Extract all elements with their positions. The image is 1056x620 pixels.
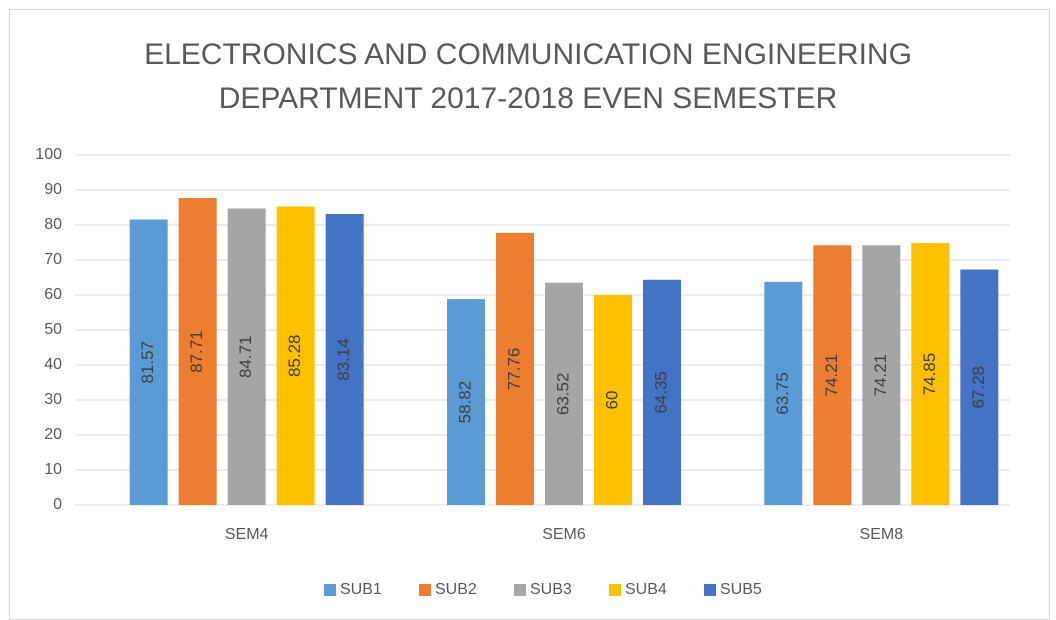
data-label: 58.82: [455, 381, 474, 424]
legend-swatch: [609, 584, 621, 596]
legend-label: SUB4: [625, 581, 667, 598]
legend-swatch: [704, 584, 716, 596]
y-tick-label: 100: [35, 146, 62, 163]
data-label: 87.71: [187, 330, 206, 373]
data-label: 74.21: [822, 354, 841, 397]
y-tick-label: 40: [44, 356, 62, 373]
legend-swatch: [514, 584, 526, 596]
bar: [496, 232, 534, 505]
bar: [960, 269, 999, 505]
y-tick-label: 60: [44, 286, 62, 303]
data-label: 60: [602, 391, 621, 410]
bar: [813, 245, 852, 505]
data-label: 85.28: [285, 334, 304, 377]
chart-title: ELECTRONICS AND COMMUNICATION ENGINEERIN…: [144, 38, 912, 71]
bar: [178, 198, 217, 505]
data-label: 74.21: [871, 354, 890, 397]
legend-swatch: [419, 584, 431, 596]
bar: [764, 281, 803, 505]
y-tick-label: 20: [44, 426, 62, 443]
legend-label: SUB2: [435, 581, 477, 598]
legend-swatch: [324, 584, 336, 596]
x-tick-label: SEM8: [860, 526, 904, 543]
data-label: 63.52: [553, 373, 572, 416]
bar: [643, 279, 681, 505]
y-tick-label: 0: [53, 496, 62, 513]
bar: [911, 243, 950, 505]
bar: [276, 206, 315, 505]
data-label: 63.75: [773, 372, 792, 415]
chart-title: DEPARTMENT 2017-2018 EVEN SEMESTER: [219, 82, 838, 115]
legend-label: SUB5: [720, 581, 762, 598]
data-label: 83.14: [334, 338, 353, 381]
data-label: 64.35: [651, 371, 670, 414]
data-label: 77.76: [504, 348, 523, 391]
data-label: 74.85: [920, 353, 939, 396]
x-tick-label: SEM6: [542, 526, 586, 543]
y-tick-label: 10: [44, 461, 62, 478]
bar: [447, 299, 485, 505]
y-tick-label: 80: [44, 216, 62, 233]
bar: [325, 214, 364, 505]
x-tick-label: SEM4: [225, 526, 269, 543]
legend-label: SUB1: [340, 581, 382, 598]
data-label: 84.71: [236, 335, 255, 378]
y-tick-label: 30: [44, 391, 62, 408]
bar: [545, 282, 583, 505]
data-label: 67.28: [969, 366, 988, 409]
y-tick-label: 50: [44, 321, 62, 338]
data-label: 81.57: [138, 341, 157, 384]
y-tick-label: 90: [44, 181, 62, 198]
bar: [594, 295, 632, 505]
legend-label: SUB3: [530, 581, 572, 598]
y-tick-label: 70: [44, 251, 62, 268]
bar: [862, 245, 901, 505]
bar: [227, 208, 266, 505]
bar: [129, 219, 168, 505]
